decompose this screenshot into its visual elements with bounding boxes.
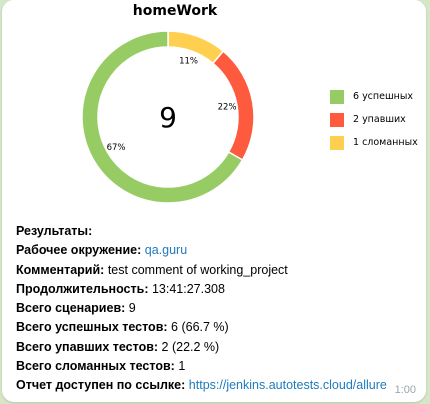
environment-line: Рабочее окружение: qa.guru	[16, 241, 420, 260]
legend-item-broken: 1 сломанных	[330, 131, 418, 154]
line-value: 2 (22.2 %)	[161, 339, 220, 354]
line-value: 13:41:27.308	[151, 281, 225, 296]
duration-line: Продолжительность: 13:41:27.308	[16, 280, 420, 299]
line-key: Продолжительность:	[16, 281, 149, 296]
line-key: Всего сломанных тестов:	[16, 359, 175, 374]
slice-percent-label: 67%	[107, 143, 126, 153]
slice-percent-label: 11%	[179, 57, 198, 67]
legend-swatch-broken	[330, 135, 344, 150]
legend-label: 6 успешных	[353, 91, 413, 102]
failed-line: Всего упавших тестов: 2 (22.2 %)	[16, 338, 420, 357]
center-label: 9	[159, 101, 177, 134]
passed-line: Всего успешных тестов: 6 (66.7 %)	[16, 318, 420, 337]
line-value: test comment of working_project	[107, 262, 288, 277]
line-key: Отчет доступен по ссылке:	[16, 378, 186, 393]
slice-percent-label: 22%	[218, 103, 237, 113]
legend-label: 1 сломанных	[353, 137, 418, 148]
legend-swatch-passed	[330, 89, 344, 104]
scenarios-line: Всего сценариев: 9	[16, 299, 420, 318]
report-link[interactable]: https://jenkins.autotests.cloud/allure	[188, 378, 387, 393]
report-line: Отчет доступен по ссылке: https://jenkin…	[16, 376, 420, 395]
message-text: Результаты: Рабочее окружение: qa.guru К…	[16, 222, 420, 396]
line-key: Комментарий:	[16, 262, 105, 277]
environment-link[interactable]: qa.guru	[144, 243, 188, 258]
line-value: 9	[128, 301, 136, 316]
broken-line: Всего сломанных тестов: 1	[16, 357, 420, 376]
message-time: 1:00	[394, 384, 416, 396]
legend-item-passed: 6 успешных	[330, 85, 418, 108]
legend-item-failed: 2 упавших	[330, 108, 418, 131]
chart-legend: 6 успешных 2 упавших 1 сломанных	[330, 85, 418, 154]
donut-slice-0	[81, 30, 244, 204]
chart-image[interactable]: homeWork 9 11% 22% 67% 6 успешных 2 упавши…	[8, 0, 426, 210]
comment-line: Комментарий: test comment of working_pro…	[16, 261, 420, 280]
legend-swatch-failed	[330, 112, 344, 127]
line-value: 6 (66.7 %)	[171, 320, 229, 335]
line-key: Всего упавших тестов:	[16, 339, 159, 354]
line-key: Рабочее окружение:	[16, 243, 142, 258]
donut-chart: 9 11% 22% 67%	[81, 30, 255, 204]
results-header: Результаты:	[16, 222, 420, 241]
legend-label: 2 упавших	[353, 114, 406, 125]
line-key: Всего успешных тестов:	[16, 320, 168, 335]
chart-title: homeWork	[132, 3, 218, 19]
line-value: 1	[178, 359, 186, 374]
line-key: Всего сценариев:	[16, 301, 126, 316]
line-key: Результаты:	[16, 224, 93, 238]
